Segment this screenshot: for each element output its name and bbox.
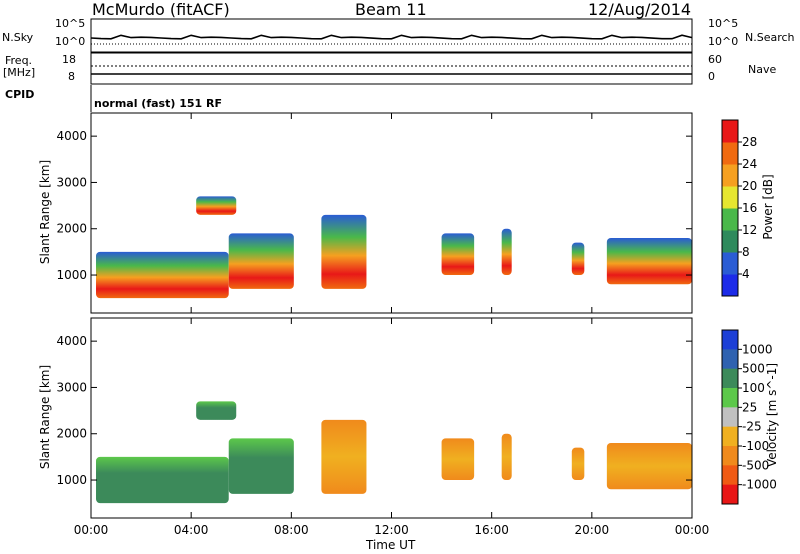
- power-colorbar-swatch: [722, 230, 738, 253]
- power-echo-region: [96, 251, 229, 299]
- y-tick-label: 3000: [56, 380, 87, 394]
- nave-tick-high: 60: [708, 53, 722, 66]
- power-colorbar-tick-label: 16: [742, 201, 757, 215]
- power-colorbar-swatch: [722, 274, 738, 297]
- freq-label-1: Freq.: [5, 54, 33, 67]
- x-tick-label: 16:00: [474, 523, 509, 537]
- velocity-echo-region: [321, 419, 367, 494]
- power-colorbar-swatch: [722, 186, 738, 209]
- power-colorbar-tick-label: 28: [742, 135, 757, 149]
- x-tick-label: 20:00: [575, 523, 610, 537]
- velocity-colorbar-swatch: [722, 484, 738, 505]
- y-tick-label: 1000: [56, 473, 87, 487]
- power-echo-region: [321, 214, 367, 289]
- velocity-echo-region: [606, 443, 692, 490]
- cpid-label: CPID: [5, 88, 35, 101]
- freq-tick-high: 18: [62, 53, 76, 66]
- x-tick-label: 08:00: [274, 523, 309, 537]
- velocity-colorbar-swatch: [722, 349, 738, 370]
- power-colorbar-swatch: [722, 208, 738, 231]
- nsky-line: [90, 34, 693, 40]
- velocity-colorbar-frame: [721, 329, 739, 505]
- power-colorbar-swatch: [722, 120, 738, 143]
- velocity-ylabel: Slant Range [km]: [38, 364, 52, 470]
- beam-title: Beam 11: [355, 0, 427, 19]
- velocity-colorbar-tick-label: 1000: [742, 342, 773, 356]
- velocity-colorbar-tick-label: -100: [742, 439, 769, 453]
- power-ylabel: Slant Range [km]: [38, 159, 52, 265]
- velocity-colorbar-tick-label: 500: [742, 362, 765, 376]
- velocity-colorbar-swatch: [722, 426, 738, 447]
- velocity-echo-region: [501, 433, 512, 481]
- power-echo-region: [228, 233, 294, 289]
- y-tick-label: 2000: [56, 427, 87, 441]
- cpid-value: normal (fast) 151 RF: [94, 97, 222, 110]
- power-colorbar-swatch: [722, 142, 738, 165]
- velocity-colorbar-swatch: [722, 330, 738, 350]
- velocity-echo-region: [196, 401, 237, 420]
- power-colorbar-swatch: [722, 164, 738, 187]
- velocity-colorbar-tick-label: -25: [742, 420, 762, 434]
- noise-strip-frame: [90, 18, 693, 53]
- freq-tick-low: 8: [68, 70, 75, 83]
- x-axis-label: Time UT: [366, 538, 416, 552]
- power-echo-region: [571, 242, 585, 276]
- y-tick-label: 2000: [56, 222, 87, 236]
- power-colorbar-tick-label: 20: [742, 179, 757, 193]
- power-colorbar-tick-label: 24: [742, 157, 757, 171]
- x-tick-label: 00:00: [74, 523, 109, 537]
- power-colorbar-tick-label: 12: [742, 223, 757, 237]
- freq-strip-frame: [90, 52, 693, 85]
- nave-label: Nave: [748, 63, 777, 76]
- freq-label-2: [MHz]: [3, 66, 36, 79]
- velocity-echo-region: [228, 438, 294, 494]
- noise-tick-high-left: 10^5: [55, 17, 86, 30]
- velocity-echo-region: [96, 456, 229, 504]
- y-tick-label: 1000: [56, 268, 87, 282]
- power-colorbar-label: Power [dB]: [761, 174, 775, 240]
- velocity-colorbar-swatch: [722, 465, 738, 486]
- power-colorbar-tick-label: 8: [742, 245, 750, 259]
- y-tick-label: 3000: [56, 175, 87, 189]
- noise-tick-low-left: 10^0: [55, 35, 86, 48]
- velocity-colorbar-swatch: [722, 368, 738, 389]
- noise-tick-low-right: 10^0: [708, 35, 739, 48]
- power-colorbar-tick-label: 4: [742, 267, 750, 281]
- power-colorbar-swatch: [722, 252, 738, 275]
- velocity-colorbar-label: Velocity [m s^-1]: [765, 362, 779, 467]
- velocity-colorbar-tick-label: 100: [742, 381, 765, 395]
- velocity-colorbar-tick-label: -500: [742, 458, 769, 472]
- velocity-colorbar-swatch: [722, 407, 738, 428]
- velocity-colorbar-tick-label: 25: [742, 400, 757, 414]
- power-echo-region: [501, 228, 512, 276]
- velocity-colorbar-swatch: [722, 388, 738, 408]
- velocity-colorbar-swatch: [722, 446, 738, 466]
- x-tick-label: 12:00: [374, 523, 409, 537]
- power-echo-region: [441, 233, 475, 276]
- x-tick-label: 04:00: [174, 523, 209, 537]
- station-title: McMurdo (fitACF): [92, 0, 230, 19]
- y-tick-label: 4000: [56, 129, 87, 143]
- date-title: 12/Aug/2014: [588, 0, 692, 19]
- velocity-colorbar-tick-label: -1000: [742, 478, 777, 492]
- velocity-echo-region: [441, 438, 475, 481]
- nsky-label: N.Sky: [2, 31, 34, 44]
- nave-tick-low: 0: [708, 70, 715, 83]
- nsearch-label: N.Search: [745, 31, 795, 44]
- y-tick-label: 4000: [56, 334, 87, 348]
- power-echo-region: [606, 238, 692, 285]
- noise-tick-high-right: 10^5: [708, 17, 739, 30]
- velocity-echo-region: [571, 447, 585, 481]
- x-tick-label: 00:00: [675, 523, 710, 537]
- power-echo-region: [196, 196, 237, 215]
